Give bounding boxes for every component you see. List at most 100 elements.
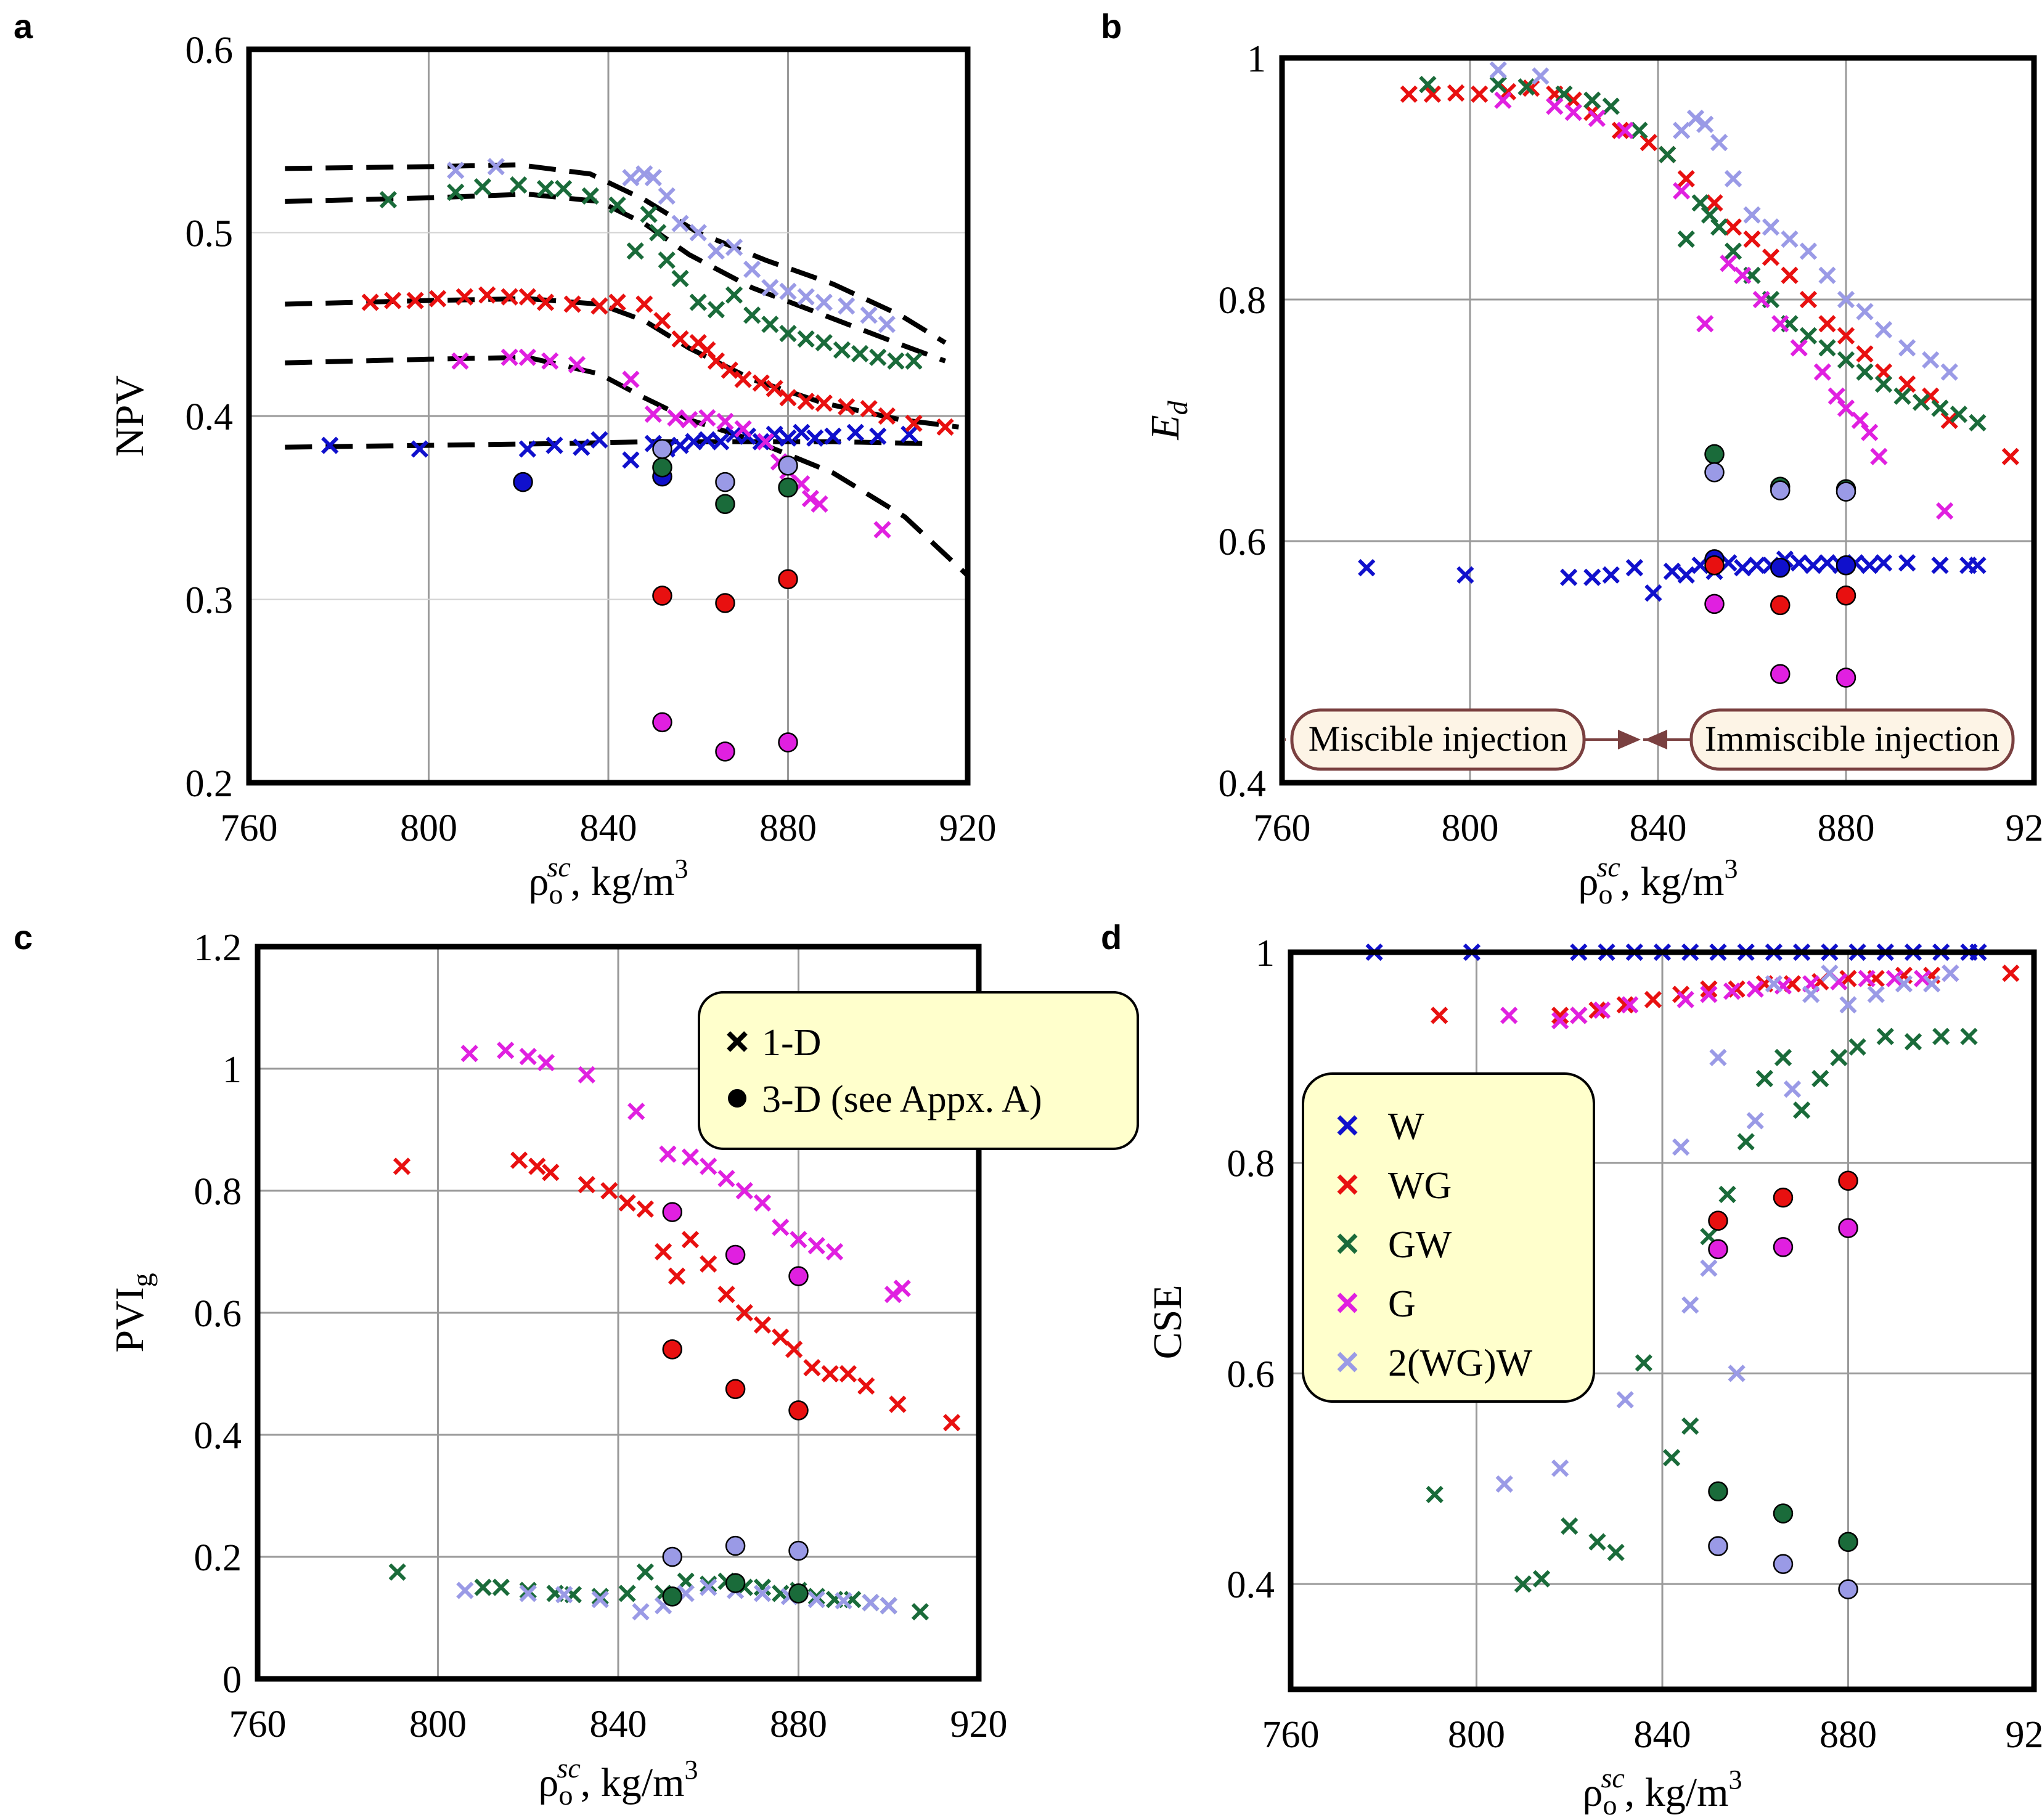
legend-scenarios: W WG GW G 2(WG)W [1302, 1072, 1595, 1403]
point-1d-GW [581, 187, 599, 205]
point-1d-GW [519, 1581, 537, 1599]
point-1d-GW [753, 1578, 772, 1596]
point-1d-2(WG)W [878, 316, 896, 333]
point-1d-GW [388, 1563, 406, 1581]
legend-entry-GW: GW [1337, 1224, 1452, 1266]
point-1d-W [410, 440, 429, 458]
point-1d-G [1861, 423, 1879, 441]
point-3d-2(WG)W [778, 455, 798, 476]
point-1d-WG [779, 389, 797, 407]
point-1d-2(WG)W [743, 260, 761, 279]
y-tick-0.4: 0.4 [194, 1415, 242, 1457]
point-1d-WG [785, 1341, 803, 1358]
point-1d-WG [735, 1304, 753, 1322]
point-1d-WG [1611, 121, 1630, 139]
point-3d-GW [652, 457, 672, 478]
legend-scenarios-box [1302, 1072, 1595, 1403]
point-1d-GW [1489, 75, 1507, 94]
point-1d-2(WG)W [447, 161, 465, 179]
point-1d-WG [478, 286, 496, 304]
point-3d-WG [788, 1400, 809, 1421]
immiscible-zone-box [1689, 708, 2015, 771]
point-1d-G [801, 489, 820, 507]
legend-label-W: W [1388, 1106, 1424, 1148]
point-1d-G [622, 370, 640, 388]
point-1d-G [680, 410, 698, 429]
point-1d-G [681, 1148, 700, 1166]
x-axis-title-a: ρosc, kg/m3 [529, 851, 688, 910]
y-tick-0.6: 0.6 [194, 1293, 242, 1335]
point-1d-WG [1447, 84, 1465, 102]
point-1d-GW [761, 316, 779, 333]
point-1d-G [884, 1286, 902, 1304]
point-1d-2(WG)W [1856, 303, 1874, 320]
y-tick-1.2: 1.2 [194, 927, 242, 969]
point-1d-G [1500, 1006, 1518, 1024]
point-1d-G [518, 348, 536, 366]
point-1d-2(WG)W [1495, 1475, 1513, 1493]
point-1d-2(WG)W [1709, 1048, 1727, 1066]
point-1d-W [1818, 554, 1836, 572]
legend-x-marker [727, 1031, 748, 1052]
point-1d-WG [889, 1395, 907, 1413]
y-tick-0.6: 0.6 [186, 30, 234, 71]
point-3d-GW [1704, 444, 1725, 465]
point-1d-G [807, 1236, 825, 1255]
point-1d-G [1588, 109, 1606, 128]
point-1d-2(WG)W [635, 165, 653, 183]
point-1d-2(WG)W [797, 288, 815, 306]
point-1d-GW [815, 333, 833, 352]
point-1d-WG [1781, 266, 1799, 284]
legend-label-G: G [1388, 1283, 1416, 1325]
legend-entry-WG: WG [1337, 1165, 1452, 1207]
point-3d-W [513, 471, 533, 492]
point-1d-WG [1431, 1006, 1448, 1024]
point-1d-G [497, 1042, 515, 1059]
point-1d-GW [1932, 1027, 1950, 1045]
point-1d-2(WG)W [1724, 169, 1742, 188]
point-1d-WG [578, 1175, 595, 1194]
point-1d-GW [618, 1585, 636, 1602]
y-tick-labels-a: 0.2 0.3 0.4 0.5 0.6 [186, 30, 234, 805]
point-1d-2(WG)W [456, 1581, 474, 1599]
point-1d-WG [815, 394, 833, 412]
fit-curve-2 [285, 191, 946, 364]
legend-scenario-entries: W WG GW G 2(WG)W [1337, 1106, 1533, 1384]
point-1d-GW [492, 1578, 510, 1596]
legend-markers-box [698, 991, 1139, 1150]
point-1d-2(WG)W [689, 224, 707, 242]
point-1d-WG [1898, 375, 1916, 393]
point-1d-2(WG)W [707, 242, 725, 260]
point-1d-W [824, 427, 842, 445]
point-3d-GW [715, 494, 735, 515]
point-1d-GW [725, 286, 743, 304]
point-1d-W [1898, 554, 1916, 572]
point-1d-G [568, 356, 586, 373]
point-1d-WG [1743, 230, 1761, 248]
point-1d-G [1621, 996, 1639, 1014]
point-1d-WG [700, 1255, 717, 1273]
point-1d-WG [600, 1181, 618, 1200]
point-1d-G [700, 1157, 717, 1175]
legend-dot-marker [728, 1089, 746, 1108]
point-3d-WG [1836, 585, 1856, 606]
point-1d-GW [851, 345, 869, 362]
point-1d-W [1969, 557, 1987, 574]
point-1d-G [1734, 266, 1752, 284]
y-tick-labels-b: 0.4 0.6 0.8 1 [1219, 38, 1267, 805]
x-tick-840: 840 [1634, 1714, 1691, 1756]
x-tick-labels-c: 760 800 840 880 920 [229, 1704, 1008, 1745]
point-1d-2(WG)W [1686, 109, 1705, 128]
point-1d-G [644, 405, 663, 423]
point-1d-WG [655, 1243, 672, 1261]
plot-frame-c [255, 944, 982, 1682]
data-points-d [1365, 943, 2020, 1599]
legend-markers: 1-D 3-D (see Appx. A) [698, 991, 1139, 1150]
point-1d-W [698, 431, 716, 449]
zone-right-arrowhead [1644, 730, 1667, 749]
point-1d-2(WG)W [838, 297, 856, 315]
point-1d-WG [528, 1157, 546, 1175]
panel-d-cse: d 760 800 840 880 920 0.4 0.6 0.8 1 ρosc, kg/m3… [1101, 918, 2042, 1820]
data-points-b [1358, 61, 2020, 688]
panel-letter-d: d [1101, 918, 1122, 957]
